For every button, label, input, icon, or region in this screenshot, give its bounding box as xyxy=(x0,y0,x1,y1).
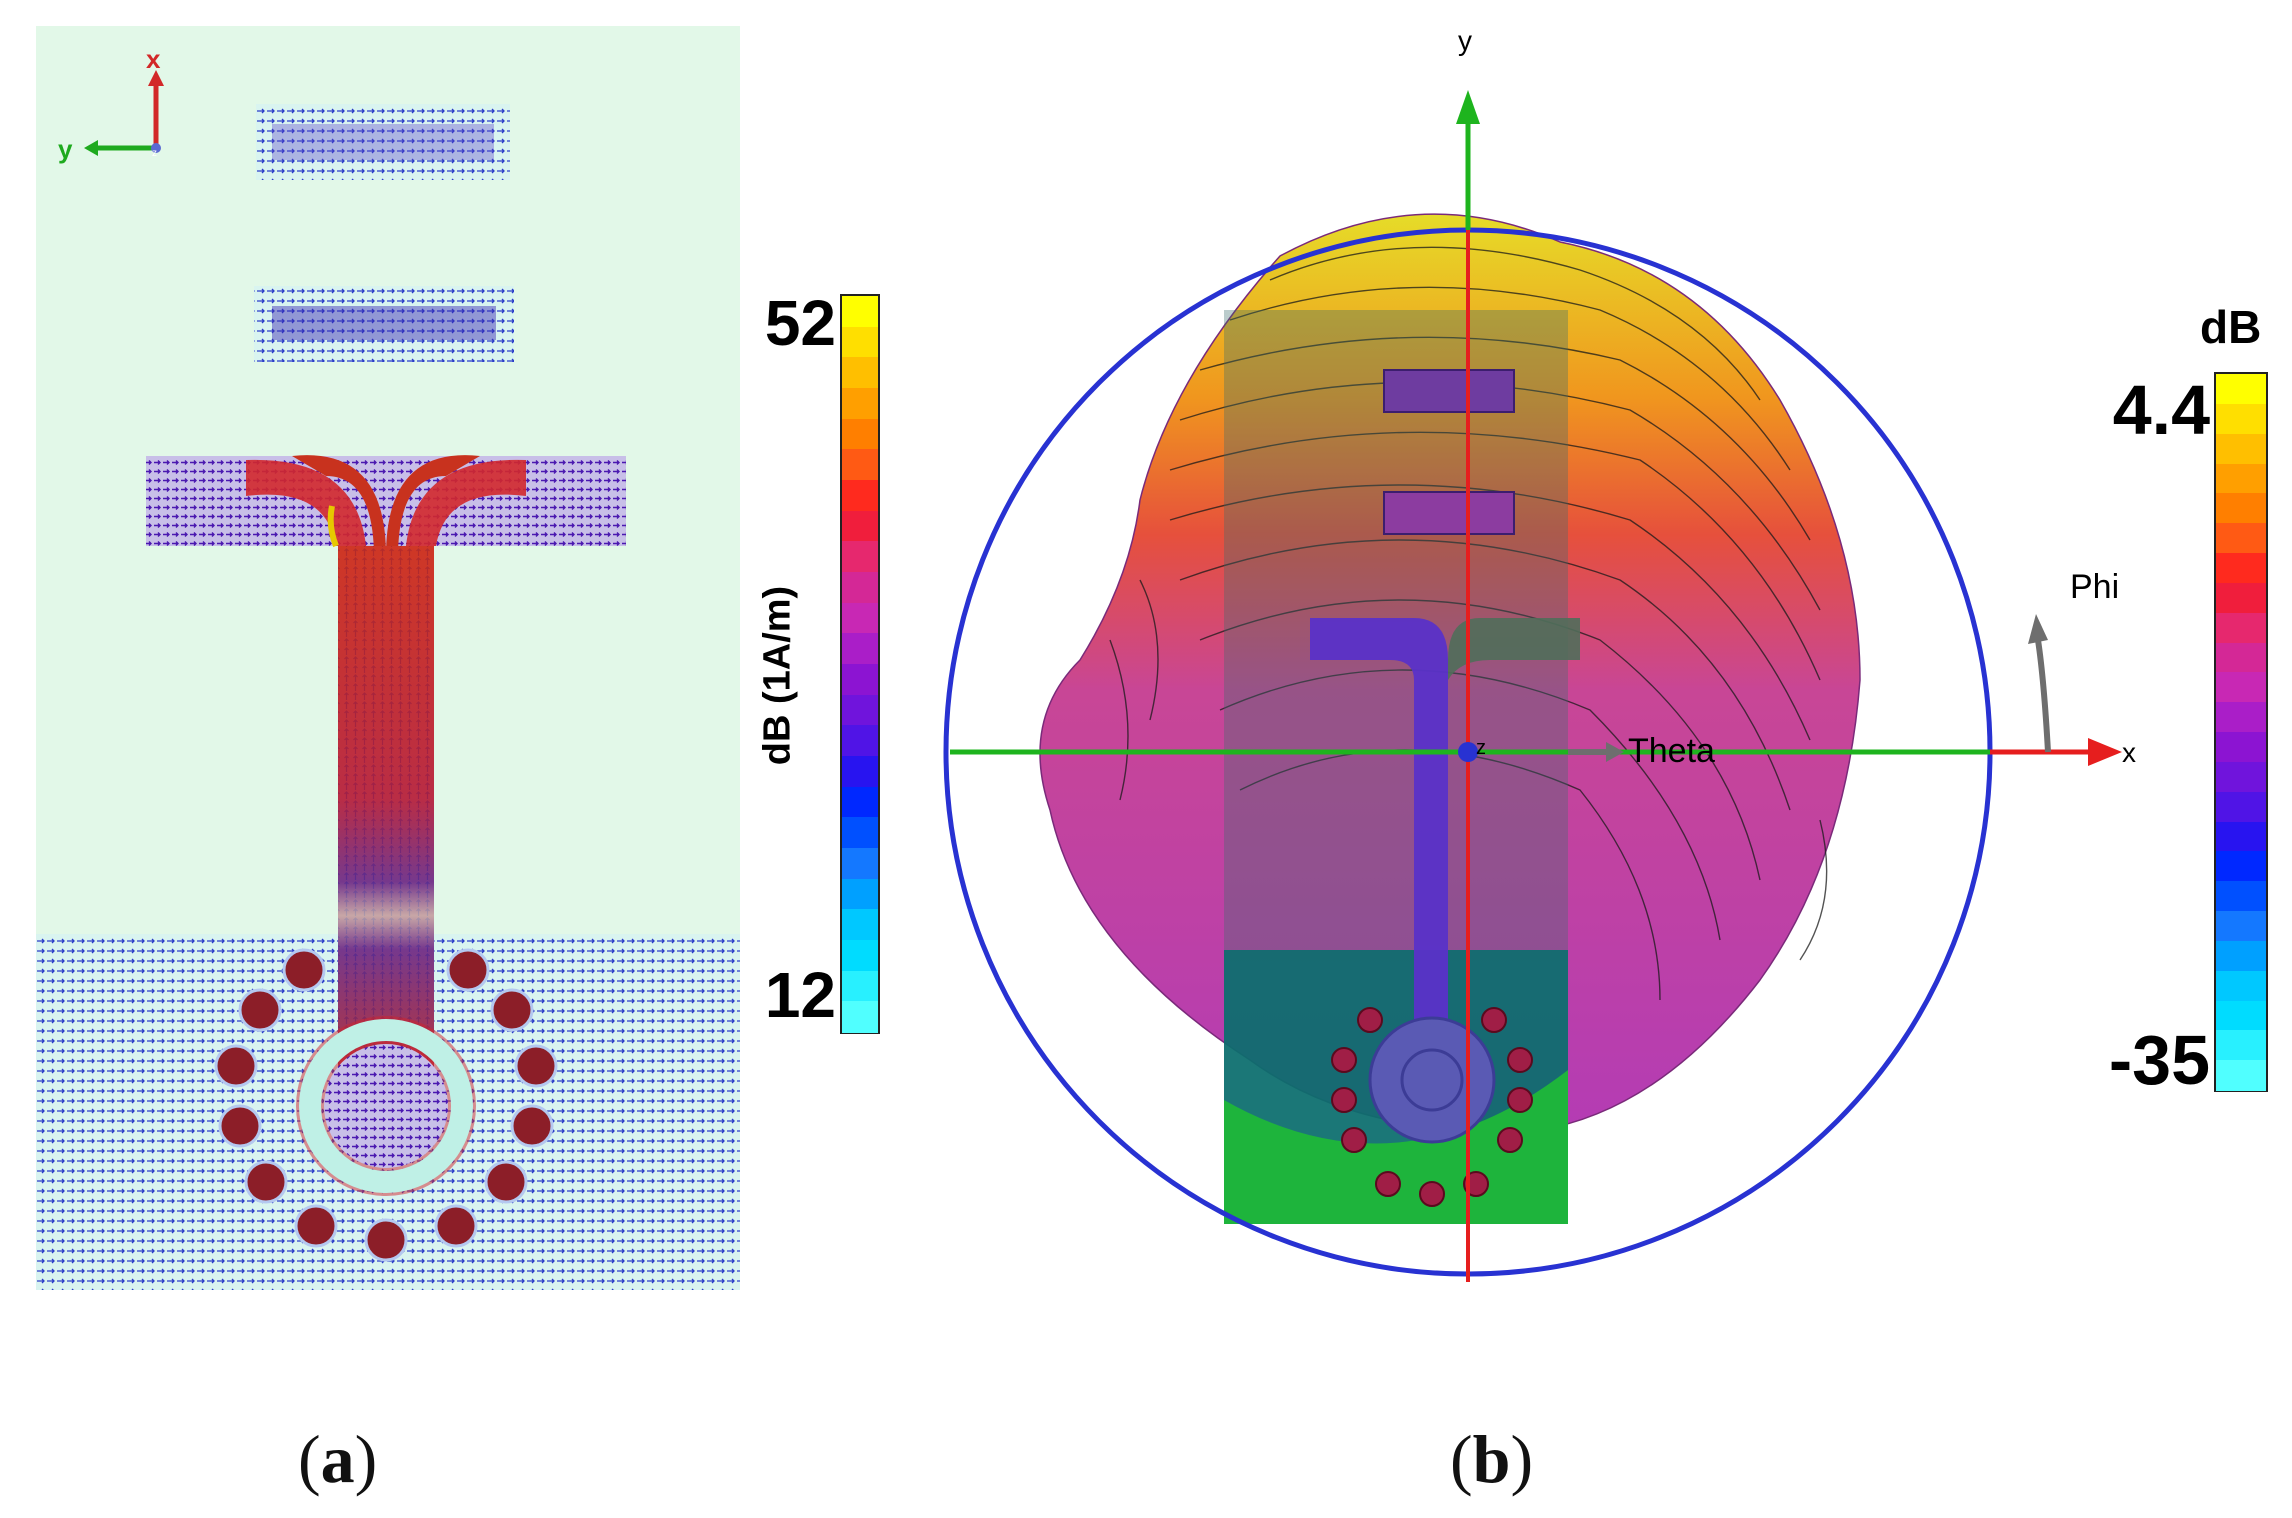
driven-element-right xyxy=(1448,618,1580,680)
colorbar-b: dB 4.4 -35 xyxy=(2060,300,2292,1100)
colorbar-a-step xyxy=(842,480,878,513)
colorbar-b-step xyxy=(2216,732,2266,764)
colorbar-b-step xyxy=(2216,970,2266,1002)
colorbar-a-step xyxy=(842,296,878,329)
colorbar-a-step xyxy=(842,357,878,390)
pattern-contours xyxy=(1109,246,1828,1001)
colorbar-b-step xyxy=(2216,523,2266,555)
colorbar-a-step xyxy=(842,725,878,758)
coax-connector-b xyxy=(1368,1016,1496,1144)
colorbar-a-step xyxy=(842,572,878,605)
axis-label-z: z xyxy=(152,148,157,159)
colorbar-b-step xyxy=(2216,940,2266,973)
director-b-middle xyxy=(1383,491,1515,535)
colorbar-b-step xyxy=(2216,1030,2266,1062)
colorbar-b-step xyxy=(2216,791,2266,823)
colorbar-b-unit: dB xyxy=(2200,301,2262,353)
colorbar-b-step xyxy=(2216,881,2266,913)
colorbar-b-min-label: -35 xyxy=(2108,1021,2210,1099)
current-distribution-graphic: x y z xyxy=(36,44,740,1290)
colorbar-b-step xyxy=(2216,672,2266,704)
coax-inner-conductor xyxy=(324,1044,448,1168)
axis-b-label-y: y xyxy=(1458,25,1472,56)
colorbar-a-step xyxy=(842,970,878,1003)
colorbar-b-step xyxy=(2216,851,2266,883)
colorbar-a-step xyxy=(842,388,878,421)
colorbar-a-step xyxy=(842,418,878,451)
axis-b-label-x: x xyxy=(2122,737,2136,768)
label-phi: Phi xyxy=(2070,568,2119,606)
panel-a-current-plot: x y z xyxy=(36,26,740,1290)
colorbar-b-step xyxy=(2216,553,2266,585)
coax-slot-ring xyxy=(299,1019,473,1193)
colorbar-b-step xyxy=(2216,582,2266,615)
via-ring-b xyxy=(1331,1007,1533,1207)
colorbar-a-step xyxy=(842,786,878,819)
colorbar-a-title: dB (1A/m) xyxy=(756,585,799,766)
colorbar-b-step xyxy=(2216,403,2266,436)
colorbar-a-step xyxy=(842,449,878,482)
colorbar-b-gradient xyxy=(2214,372,2268,1092)
axes-b: y x z Theta Phi xyxy=(950,25,2136,1282)
axis-label-x: x xyxy=(146,44,161,74)
colorbar-a-step xyxy=(842,817,878,850)
colorbar-b-step xyxy=(2216,493,2266,525)
director-b-top xyxy=(1383,369,1515,413)
colorbar-a-step xyxy=(842,1001,878,1034)
caption-b: (b) xyxy=(1450,1421,1534,1497)
axis-label-y: y xyxy=(58,134,73,164)
radiation-pattern-graphic: y x z Theta Phi xyxy=(943,25,2136,1282)
colorbar-b-step xyxy=(2216,761,2266,794)
colorbar-a-step xyxy=(842,756,878,789)
colorbar-a-step xyxy=(842,694,878,727)
colorbar-a-step xyxy=(842,909,878,942)
label-theta: Theta xyxy=(1628,732,1715,770)
axis-triad: x y z xyxy=(58,44,164,164)
director-strip-top xyxy=(256,104,510,180)
colorbar-a-step xyxy=(842,940,878,973)
colorbar-a-min-label: 12 xyxy=(764,959,836,1031)
colorbar-a-step xyxy=(842,878,878,911)
colorbar-a-step xyxy=(842,541,878,574)
colorbar-b-step xyxy=(2216,1000,2266,1032)
colorbar-a: 52 12 dB (1A/m) xyxy=(748,287,888,1034)
colorbar-a-step xyxy=(842,664,878,697)
caption-a: (a) xyxy=(298,1421,378,1497)
colorbar-a-gradient xyxy=(840,294,880,1034)
colorbar-a-step xyxy=(842,326,878,359)
panel-b-radiation-pattern: y x z Theta Phi xyxy=(940,20,2140,1300)
colorbar-b-step xyxy=(2216,463,2266,495)
colorbar-b-step xyxy=(2216,702,2266,734)
colorbar-a-max-label: 52 xyxy=(764,287,836,359)
director-strip-middle xyxy=(254,286,514,362)
colorbar-a-step xyxy=(842,602,878,635)
colorbar-b-step xyxy=(2216,821,2266,853)
colorbar-a-step xyxy=(842,633,878,666)
colorbar-b-step xyxy=(2216,911,2266,943)
dipole-arms xyxy=(146,456,626,546)
colorbar-a-step xyxy=(842,848,878,881)
colorbar-b-step xyxy=(2216,374,2266,406)
axis-b-label-z: z xyxy=(1476,737,1486,759)
colorbar-b-step xyxy=(2216,642,2266,674)
via-ring xyxy=(214,948,558,1262)
colorbar-b-step xyxy=(2216,1060,2266,1092)
colorbar-b-step xyxy=(2216,433,2266,465)
colorbar-a-step xyxy=(842,510,878,543)
colorbar-b-max-label: 4.4 xyxy=(2112,371,2210,449)
colorbar-b-step xyxy=(2216,612,2266,644)
